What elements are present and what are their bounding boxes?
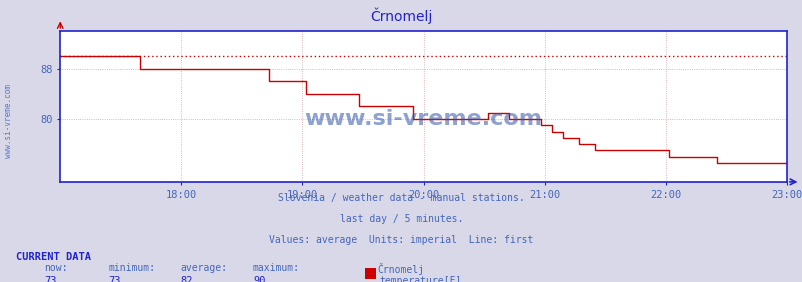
Text: Črnomelj: Črnomelj — [370, 7, 432, 24]
Text: 73: 73 — [108, 276, 121, 282]
Text: 73: 73 — [44, 276, 57, 282]
Text: 82: 82 — [180, 276, 193, 282]
Text: Values: average  Units: imperial  Line: first: Values: average Units: imperial Line: fi… — [269, 235, 533, 245]
Text: CURRENT DATA: CURRENT DATA — [16, 252, 91, 262]
Text: now:: now: — [44, 263, 67, 273]
Text: temperature[F]: temperature[F] — [379, 276, 461, 282]
Text: www.si-vreme.com: www.si-vreme.com — [3, 84, 13, 158]
Text: last day / 5 minutes.: last day / 5 minutes. — [339, 214, 463, 224]
Text: maximum:: maximum: — [253, 263, 300, 273]
Text: Slovenia / weather data - manual stations.: Slovenia / weather data - manual station… — [277, 193, 525, 203]
Text: average:: average: — [180, 263, 228, 273]
Text: Črnomelj: Črnomelj — [377, 263, 424, 275]
Text: minimum:: minimum: — [108, 263, 156, 273]
Text: www.si-vreme.com: www.si-vreme.com — [304, 109, 542, 129]
Text: 90: 90 — [253, 276, 265, 282]
